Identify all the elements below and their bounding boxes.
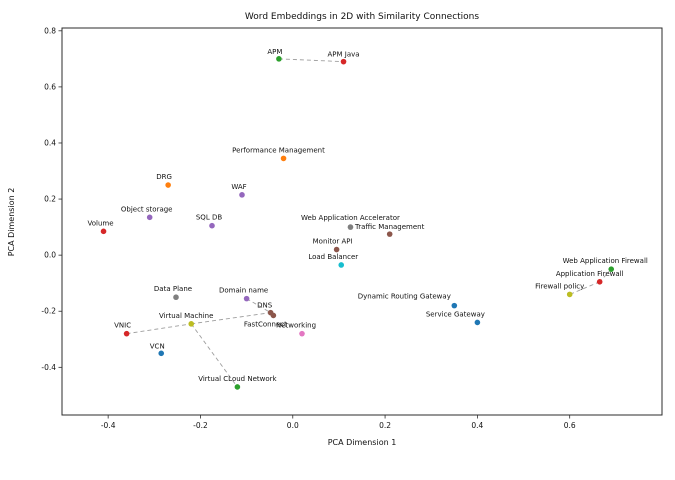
scatter-point bbox=[165, 182, 171, 188]
point-label: Load Balancer bbox=[308, 253, 358, 261]
point-label: VCN bbox=[150, 342, 165, 350]
scatter-point bbox=[338, 262, 345, 268]
y-tick-label: 0.8 bbox=[44, 26, 56, 35]
point-label: Virtual Machine bbox=[159, 312, 213, 320]
scatter-point bbox=[234, 384, 241, 390]
point-label: Data Plane bbox=[154, 285, 192, 293]
scatter-point bbox=[333, 246, 340, 253]
y-axis-label: PCA Dimension 2 bbox=[7, 188, 16, 257]
similarity-connection bbox=[599, 268, 612, 283]
similarity-connection bbox=[190, 323, 238, 388]
scatter-point bbox=[146, 214, 153, 221]
similarity-connection bbox=[191, 312, 271, 325]
scatter-point bbox=[474, 319, 481, 326]
scatter-point bbox=[451, 302, 458, 309]
x-tick-label: 0.0 bbox=[287, 421, 299, 430]
scatter-point bbox=[299, 330, 305, 337]
scatter-point bbox=[239, 192, 245, 198]
point-label: APM bbox=[267, 48, 282, 56]
point-label: Object storage bbox=[121, 205, 173, 213]
point-label: Traffic Management bbox=[354, 223, 425, 231]
y-tick-label: 0.4 bbox=[44, 138, 56, 147]
chart-title: Word Embeddings in 2D with Similarity Co… bbox=[245, 12, 479, 22]
point-label: Dynamic Routing Gateway bbox=[358, 293, 451, 301]
similarity-connection bbox=[246, 298, 271, 314]
x-tick-label: 0.6 bbox=[564, 421, 576, 430]
point-label: Networking bbox=[276, 322, 316, 330]
x-tick-label: -0.2 bbox=[193, 421, 208, 430]
point-label: Volume bbox=[88, 219, 114, 227]
scatter-point bbox=[100, 228, 107, 235]
point-label: DRG bbox=[156, 173, 172, 181]
scatter-point bbox=[386, 231, 393, 237]
point-label: Application Firewall bbox=[556, 270, 624, 278]
y-tick-label: -0.4 bbox=[41, 363, 56, 372]
y-tick-label: -0.2 bbox=[41, 307, 56, 316]
point-label: APM Java bbox=[328, 51, 360, 59]
point-label: Web Application Firewall bbox=[563, 257, 648, 265]
axes-frame bbox=[61, 27, 663, 416]
scatter-point bbox=[276, 56, 282, 62]
point-label: WAF bbox=[231, 183, 246, 191]
point-label: SQL DB bbox=[196, 214, 222, 222]
x-tick-label: 0.2 bbox=[379, 421, 391, 430]
scatter-point bbox=[608, 266, 615, 272]
point-label: Service Gateway bbox=[426, 310, 485, 318]
scatter-point bbox=[347, 224, 354, 230]
scatter-point bbox=[158, 350, 165, 357]
scatter-point bbox=[340, 58, 347, 65]
scatter-point bbox=[566, 291, 573, 298]
point-label: Performance Management bbox=[232, 146, 325, 154]
scatter-point bbox=[243, 295, 250, 302]
point-label: VNIC bbox=[114, 322, 131, 330]
point-label: Firewall policy bbox=[535, 282, 584, 290]
similarity-connection bbox=[126, 323, 192, 335]
scatter-point bbox=[270, 312, 277, 319]
point-label: Web Application Accelerator bbox=[301, 214, 400, 222]
y-tick-label: 0.6 bbox=[44, 82, 56, 91]
y-tick-label: 0.2 bbox=[44, 195, 56, 204]
scatter-point bbox=[280, 155, 287, 162]
plot-area: -0.4 -0.2 0.0 0.2 0.4 0.6 -0.4 -0.2 0.0 0.2 0.4 0.6… bbox=[41, 26, 663, 430]
scatter-point bbox=[209, 222, 215, 229]
similarity-connection bbox=[569, 281, 600, 295]
point-label: Virtual CLoud Network bbox=[198, 375, 277, 383]
y-tick-label: 0.0 bbox=[44, 251, 56, 260]
point-label: Domain name bbox=[219, 287, 268, 295]
scatter-point bbox=[188, 321, 195, 327]
scatter-point bbox=[123, 330, 130, 337]
scatter-point bbox=[596, 278, 603, 285]
x-tick-label: 0.4 bbox=[471, 421, 483, 430]
point-label: DNS bbox=[257, 302, 273, 310]
point-label: FastConnect bbox=[244, 320, 287, 328]
similarity-connection bbox=[278, 58, 344, 63]
x-tick-label: -0.4 bbox=[101, 421, 116, 430]
point-label: Monitor API bbox=[313, 238, 353, 246]
scatter-point bbox=[173, 294, 179, 301]
x-axis-label: PCA Dimension 1 bbox=[328, 438, 397, 447]
